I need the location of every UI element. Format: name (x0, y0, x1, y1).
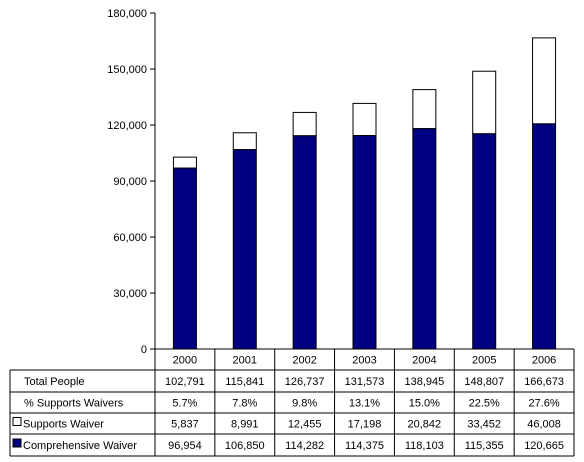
table-cell: 17,198 (348, 419, 382, 431)
legend-key-swatch (12, 438, 22, 448)
y-tick-label: 60,000 (113, 232, 147, 244)
table-cell: 27.6% (528, 398, 559, 410)
category-label: 2005 (472, 355, 496, 367)
bar-segment-supports (172, 156, 197, 169)
y-axis: 0 30,000 60,000 90,000 120,000 150,000 180,000 (107, 8, 156, 356)
table-cell: 20,842 (408, 419, 442, 431)
bar-segment-comprehensive (412, 128, 437, 350)
category-label: 2003 (352, 355, 376, 367)
y-tick-label: 30,000 (113, 288, 147, 300)
table-cell: 8,991 (231, 419, 259, 431)
y-tick-label: 0 (141, 344, 147, 356)
y-tick-label: 180,000 (107, 8, 147, 20)
table-cell: 118,103 (405, 440, 444, 452)
table-cell: 131,573 (345, 376, 385, 388)
row-label: Supports Waiver (23, 419, 104, 431)
table-cell: 12,455 (288, 419, 322, 431)
table-cell: 120,665 (524, 440, 564, 452)
category-label: 2006 (532, 355, 556, 367)
bars (172, 37, 557, 350)
table-cell: 148,807 (464, 376, 504, 388)
bar-segment-supports (472, 70, 497, 135)
table-cell: 138,945 (404, 376, 444, 388)
table-cell: 15.0% (409, 398, 440, 410)
bar-segment-supports (232, 132, 257, 151)
bar-segment-supports (532, 37, 557, 125)
table-cell: 33,452 (467, 419, 501, 431)
bar-segment-supports (352, 102, 377, 136)
table-cell: 5.7% (172, 398, 197, 410)
data-table: 2000 2001 2002 2003 2004 2005 2006 Total People… (9, 348, 575, 457)
category-label: 2001 (233, 355, 257, 367)
y-tick-label: 90,000 (113, 176, 147, 188)
table-cell: 96,954 (168, 440, 202, 452)
table-cell: 5,837 (171, 419, 199, 431)
row-label: Total People (24, 376, 85, 388)
table-cell: 115,355 (465, 440, 504, 452)
bar-segment-comprehensive (172, 167, 197, 350)
row-label: % Supports Waivers (24, 398, 124, 410)
table-cell: 9.8% (292, 398, 317, 410)
bar-segment-comprehensive (472, 133, 497, 350)
bar-segment-supports (292, 111, 317, 137)
table-cell: 114,375 (345, 440, 384, 452)
category-label: 2000 (173, 355, 197, 367)
table-cell: 102,791 (165, 376, 205, 388)
category-label: 2002 (292, 355, 316, 367)
bar-segment-comprehensive (352, 135, 377, 350)
y-tick-label: 120,000 (107, 120, 147, 132)
table-cell: 115,841 (225, 376, 264, 388)
table-cell: 46,008 (527, 419, 561, 431)
bar-segment-supports (412, 89, 437, 130)
row-label: Comprehensive Waiver (23, 440, 137, 452)
y-tick-label: 150,000 (107, 64, 147, 76)
table-cell: 126,737 (285, 376, 325, 388)
bar-segment-comprehensive (532, 123, 557, 350)
category-label: 2004 (412, 355, 436, 367)
table-cell: 22.5% (469, 398, 500, 410)
table-cell: 7.8% (232, 398, 257, 410)
table-cell: 13.1% (349, 398, 380, 410)
table-cell: 166,673 (524, 376, 564, 388)
bar-segment-comprehensive (292, 135, 317, 350)
table-cell: 106,850 (225, 440, 265, 452)
table-cell: 114,282 (285, 440, 324, 452)
bar-segment-comprehensive (232, 149, 257, 350)
legend-key-swatch (12, 417, 22, 426)
